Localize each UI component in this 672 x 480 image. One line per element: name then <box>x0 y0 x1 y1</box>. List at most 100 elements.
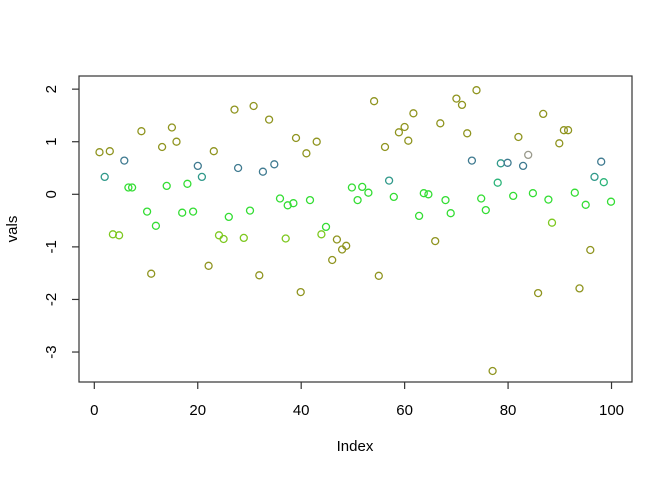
x-tick-label: 20 <box>189 402 206 419</box>
data-point <box>281 234 290 243</box>
data-point <box>389 192 398 202</box>
data-point <box>518 161 528 171</box>
data-point <box>328 255 337 265</box>
data-point <box>477 194 486 203</box>
data-point <box>400 122 409 132</box>
data-point <box>524 150 533 160</box>
data-point <box>305 195 315 205</box>
data-point <box>467 156 477 165</box>
data-point <box>441 195 450 205</box>
data-point <box>193 161 202 171</box>
data-point <box>219 234 228 244</box>
data-point <box>105 147 114 156</box>
data-point <box>590 172 599 182</box>
data-point <box>472 86 481 95</box>
data-point <box>239 233 248 243</box>
x-axis: 0 20 40 60 80 100 <box>90 382 624 419</box>
plot-border <box>78 75 633 383</box>
data-point <box>147 269 156 278</box>
y-tick-label: 0 <box>43 190 60 198</box>
data-point <box>404 136 413 145</box>
data-point <box>264 115 274 124</box>
data-point <box>167 123 177 132</box>
data-point <box>384 176 394 185</box>
data-point <box>114 231 124 240</box>
data-point <box>555 139 564 148</box>
data-point <box>431 236 440 246</box>
data-point <box>197 172 207 182</box>
data-point <box>503 158 512 167</box>
data-point <box>302 149 311 158</box>
data-point <box>214 231 224 240</box>
data-point <box>120 156 129 165</box>
data-point <box>575 284 584 293</box>
x-tick-label: 80 <box>500 402 517 419</box>
data-point <box>374 271 383 280</box>
data-point <box>151 221 161 230</box>
data-point <box>559 126 569 135</box>
data-point <box>127 183 137 192</box>
data-point <box>95 148 104 157</box>
data-point <box>289 199 298 208</box>
data-point <box>488 366 497 376</box>
data-point <box>142 207 152 216</box>
y-tick-label: -3 <box>43 345 60 358</box>
data-point <box>493 178 502 187</box>
data-point <box>424 190 433 199</box>
data-points <box>95 86 616 376</box>
data-point <box>606 197 616 206</box>
data-point <box>347 183 357 192</box>
y-axis: -3 -2 -1 0 1 2 <box>43 85 79 359</box>
data-point <box>419 189 428 198</box>
data-point <box>563 126 573 135</box>
data-point <box>258 167 268 176</box>
data-point <box>312 137 321 146</box>
y-axis-title: vals <box>4 216 21 243</box>
data-point <box>597 157 606 166</box>
data-point <box>245 206 255 215</box>
data-point <box>414 211 424 221</box>
data-point <box>544 195 553 204</box>
data-point <box>270 160 279 169</box>
data-point <box>108 230 118 239</box>
data-point <box>172 137 181 146</box>
data-point <box>358 182 367 192</box>
data-point <box>514 132 523 142</box>
data-point <box>436 119 445 128</box>
data-point <box>317 230 326 239</box>
data-point <box>178 208 187 217</box>
data-point <box>528 189 538 198</box>
x-tick-label: 60 <box>396 402 413 419</box>
x-tick-label: 40 <box>293 402 310 419</box>
data-point <box>369 97 379 106</box>
data-point <box>321 222 331 232</box>
data-point <box>296 287 305 297</box>
data-point <box>509 191 518 201</box>
data-point <box>452 94 461 103</box>
data-point <box>233 163 243 173</box>
data-point <box>409 109 418 118</box>
data-point <box>457 100 467 110</box>
data-point <box>230 105 239 114</box>
data-point <box>100 172 109 182</box>
data-point <box>188 207 198 216</box>
data-point <box>380 142 390 152</box>
data-point <box>599 178 608 187</box>
data-point <box>275 194 285 203</box>
data-point <box>224 212 233 222</box>
data-point <box>463 129 472 138</box>
data-point <box>255 271 264 280</box>
data-point <box>183 179 192 188</box>
data-point <box>570 188 579 197</box>
data-point <box>547 218 557 227</box>
data-point <box>249 101 258 111</box>
data-point <box>586 245 595 255</box>
y-tick-label: 1 <box>43 138 60 146</box>
data-point <box>204 261 213 270</box>
y-tick-label: -2 <box>43 293 60 306</box>
data-point <box>364 188 373 197</box>
data-point <box>353 195 362 205</box>
data-point <box>481 205 490 215</box>
x-tick-label: 0 <box>90 402 98 419</box>
data-point <box>291 133 301 143</box>
